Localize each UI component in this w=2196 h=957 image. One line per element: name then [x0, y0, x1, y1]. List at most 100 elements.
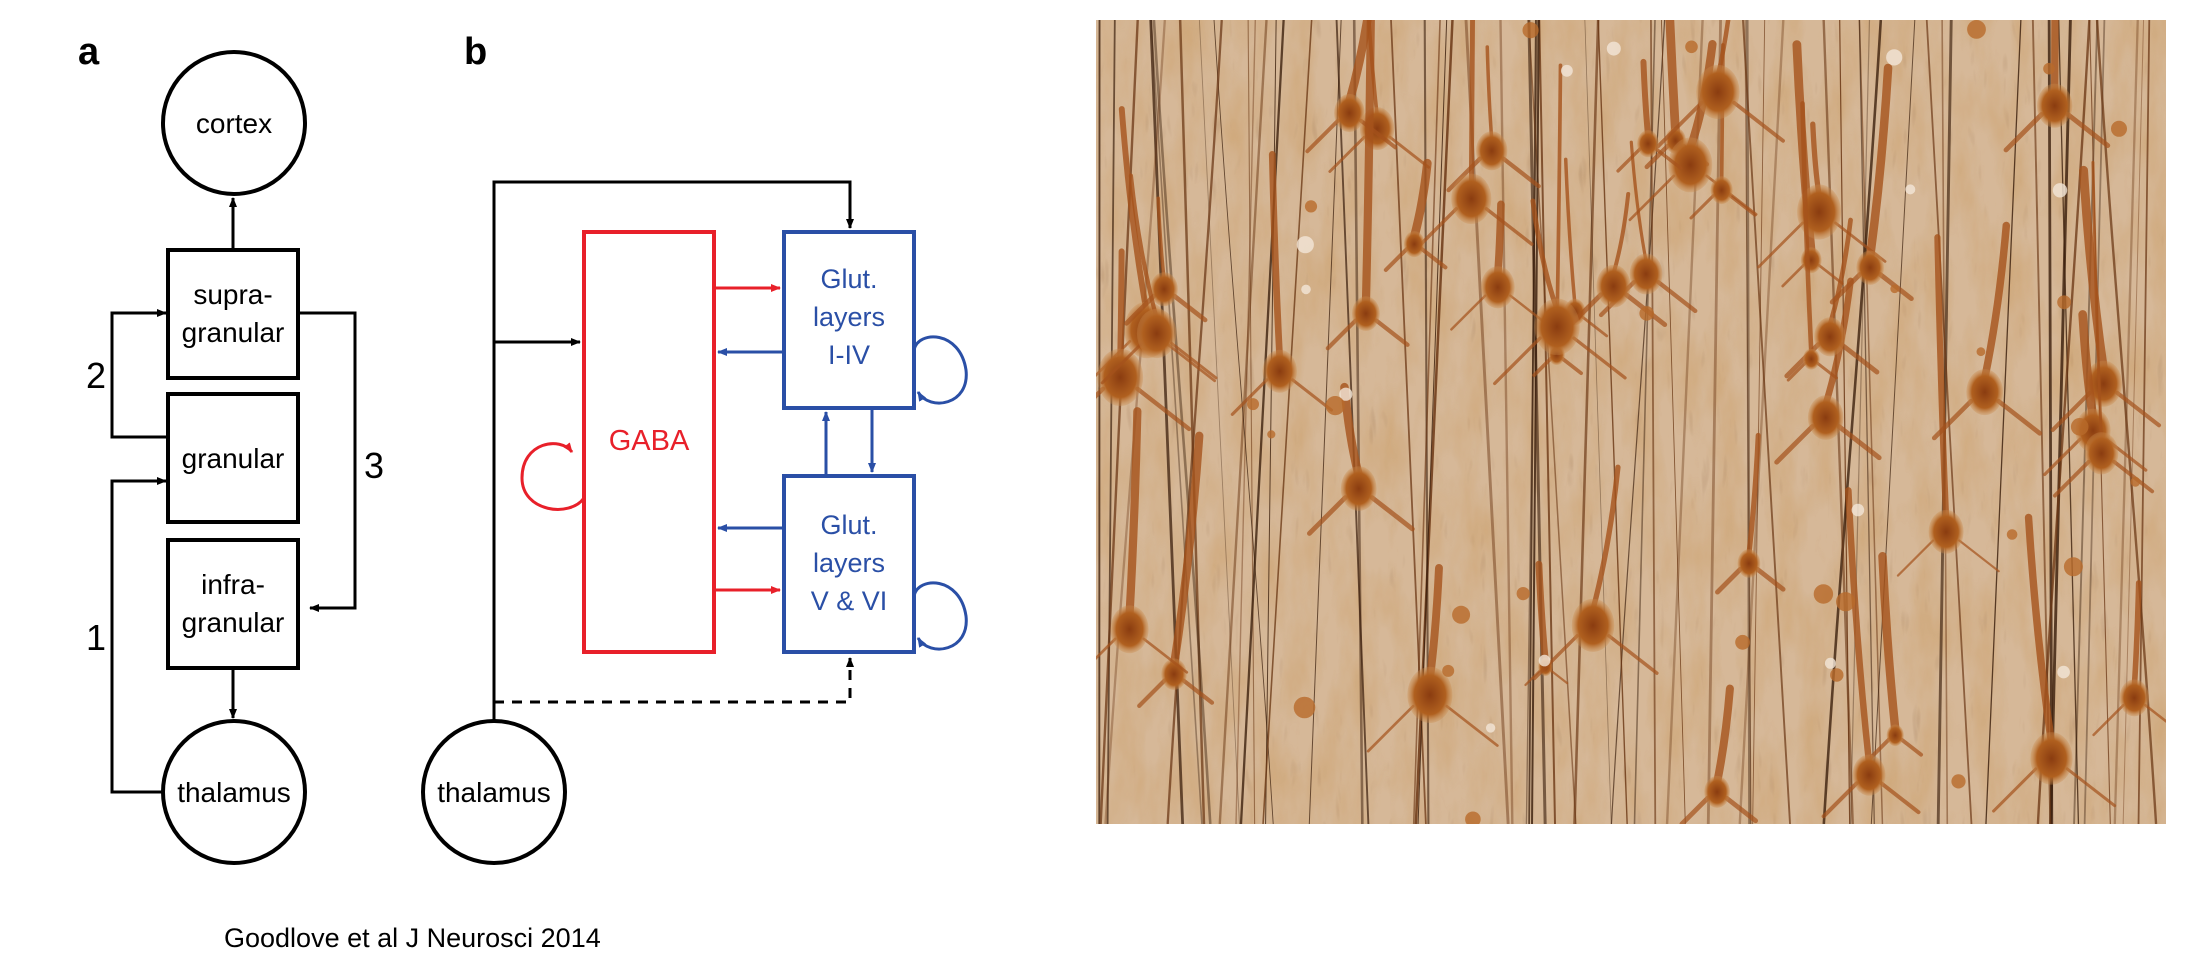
- nerve-fiber: [1665, 20, 1704, 824]
- basal-dendrite: [2052, 459, 2155, 498]
- cortex-label: cortex: [196, 108, 272, 139]
- basal-dendrite: [1383, 247, 1448, 272]
- cell-nucleus: [1561, 64, 1573, 77]
- cell-nucleus: [2063, 557, 2083, 577]
- basal-dendrite: [1124, 293, 1208, 326]
- neuron-soma: [1928, 509, 1964, 554]
- apical-dendrite: [1169, 431, 1204, 669]
- cell-nucleus: [1813, 584, 1834, 604]
- cell-nucleus: [1735, 634, 1750, 650]
- neuron-soma: [2119, 679, 2150, 717]
- nerve-fiber: [1744, 20, 1752, 824]
- neuron-soma: [1407, 666, 1453, 724]
- basal-dendrite: [1715, 566, 1786, 595]
- neuron-soma: [1571, 598, 1615, 652]
- neuron-soma: [1710, 176, 1733, 205]
- neuron-soma: [2084, 432, 2119, 475]
- apical-dendrite: [1268, 151, 1284, 362]
- cell-nucleus: [1339, 387, 1353, 401]
- apical-dendrite: [2050, 20, 2059, 97]
- nerve-fiber: [1265, 20, 1277, 824]
- lower-self-loop-arrow: [912, 581, 968, 651]
- glut-upper-box: [782, 230, 916, 410]
- nerve-fiber: [1531, 20, 1540, 824]
- basal-dendrite: [1366, 704, 1499, 753]
- apical-dendrite: [1468, 20, 1476, 187]
- cell-nucleus: [1824, 657, 1836, 669]
- cell-nucleus: [1905, 184, 1916, 195]
- basal-dendrite: [1689, 194, 1757, 220]
- nerve-fiber: [1239, 20, 1285, 824]
- neuron-soma: [1596, 264, 1631, 308]
- nerve-fiber: [1584, 20, 1612, 824]
- neuron-soma: [1352, 296, 1380, 331]
- basal-dendrite: [1306, 495, 1415, 536]
- apical-dendrite: [1563, 157, 1577, 306]
- nerve-fiber: [1247, 20, 1256, 824]
- cell-nucleus: [1606, 41, 1621, 56]
- nerve-fiber: [1745, 20, 1752, 824]
- cell-nucleus: [1293, 696, 1316, 719]
- neuron-soma: [2037, 83, 2073, 128]
- infragranular-label-line2: granular: [182, 607, 285, 638]
- apical-dendrite: [2131, 580, 2142, 690]
- neuron-group: [1096, 20, 2166, 824]
- pathway-1-number: 1: [86, 617, 106, 658]
- apical-dendrite: [1845, 487, 1873, 766]
- neuron-soma: [1340, 466, 1377, 511]
- brain-tissue-micrograph: [1096, 20, 2166, 824]
- neuron-soma: [1110, 605, 1149, 654]
- basal-dendrite: [1100, 341, 1218, 385]
- neuron-soma: [2030, 732, 2073, 785]
- thalamus-to-upper-glut-arrow: [492, 180, 854, 721]
- nerve-fiber: [1822, 20, 1883, 824]
- apical-dendrite: [1865, 63, 1893, 262]
- cell-nucleus: [1296, 236, 1314, 254]
- nerve-fiber: [1597, 20, 1628, 824]
- nerve-fiber: [2113, 20, 2139, 824]
- nerve-fiber: [1858, 20, 1875, 824]
- upper-self-loop-arrow: [912, 335, 968, 405]
- cell-nucleus: [1522, 22, 1539, 39]
- supragranular-label-line1: supra-: [193, 279, 272, 310]
- cell-nucleus: [2057, 295, 2072, 310]
- nerve-fiber: [1742, 20, 1791, 824]
- apical-dendrite: [1746, 432, 1761, 558]
- basal-dendrite: [1679, 795, 1758, 824]
- apical-dendrite: [1713, 684, 1734, 787]
- cell-nucleus: [1890, 284, 1899, 294]
- cell-nucleus: [1886, 49, 1903, 66]
- cell-nucleus: [2006, 529, 2018, 540]
- nerve-fiber: [1150, 20, 1203, 824]
- cell-nucleus: [1301, 284, 1311, 295]
- apical-dendrite: [1117, 248, 1125, 364]
- nerve-fiber: [1262, 20, 1313, 824]
- glut-upper-line2: layers: [813, 302, 885, 332]
- cell-nucleus: [1304, 200, 1318, 213]
- apical-dendrite: [1878, 552, 1900, 734]
- neuron-soma: [1136, 308, 1177, 359]
- basal-dendrite: [2003, 112, 2111, 153]
- cell-nucleus: [1485, 723, 1496, 733]
- glut-lower-line3: V & VI: [811, 586, 888, 616]
- neuron-soma: [1802, 348, 1820, 370]
- apical-dendrite: [1535, 560, 1549, 665]
- nerve-fiber: [1218, 20, 1268, 824]
- nerve-fiber: [1573, 20, 1600, 824]
- neuron-soma: [1704, 775, 1730, 808]
- panel-b-letter: b: [464, 31, 487, 73]
- apical-dendrite: [1590, 464, 1621, 612]
- apical-dendrite: [1118, 106, 1150, 316]
- infragranular-label-line1: infra-: [201, 569, 265, 600]
- basal-dendrite: [1446, 156, 1541, 193]
- cell-nucleus: [1976, 347, 1986, 357]
- apical-dendrite: [1800, 101, 1814, 356]
- cell-nucleus: [1538, 654, 1551, 667]
- apical-dendrite: [1361, 20, 1375, 308]
- apical-dendrite: [1827, 217, 1853, 328]
- glut-lower-box: [782, 474, 916, 654]
- supragranular-box: [166, 248, 300, 380]
- supragranular-label-line2: granular: [182, 317, 285, 348]
- cell-nucleus: [2043, 62, 2055, 75]
- glut-upper-line1: Glut.: [820, 264, 877, 294]
